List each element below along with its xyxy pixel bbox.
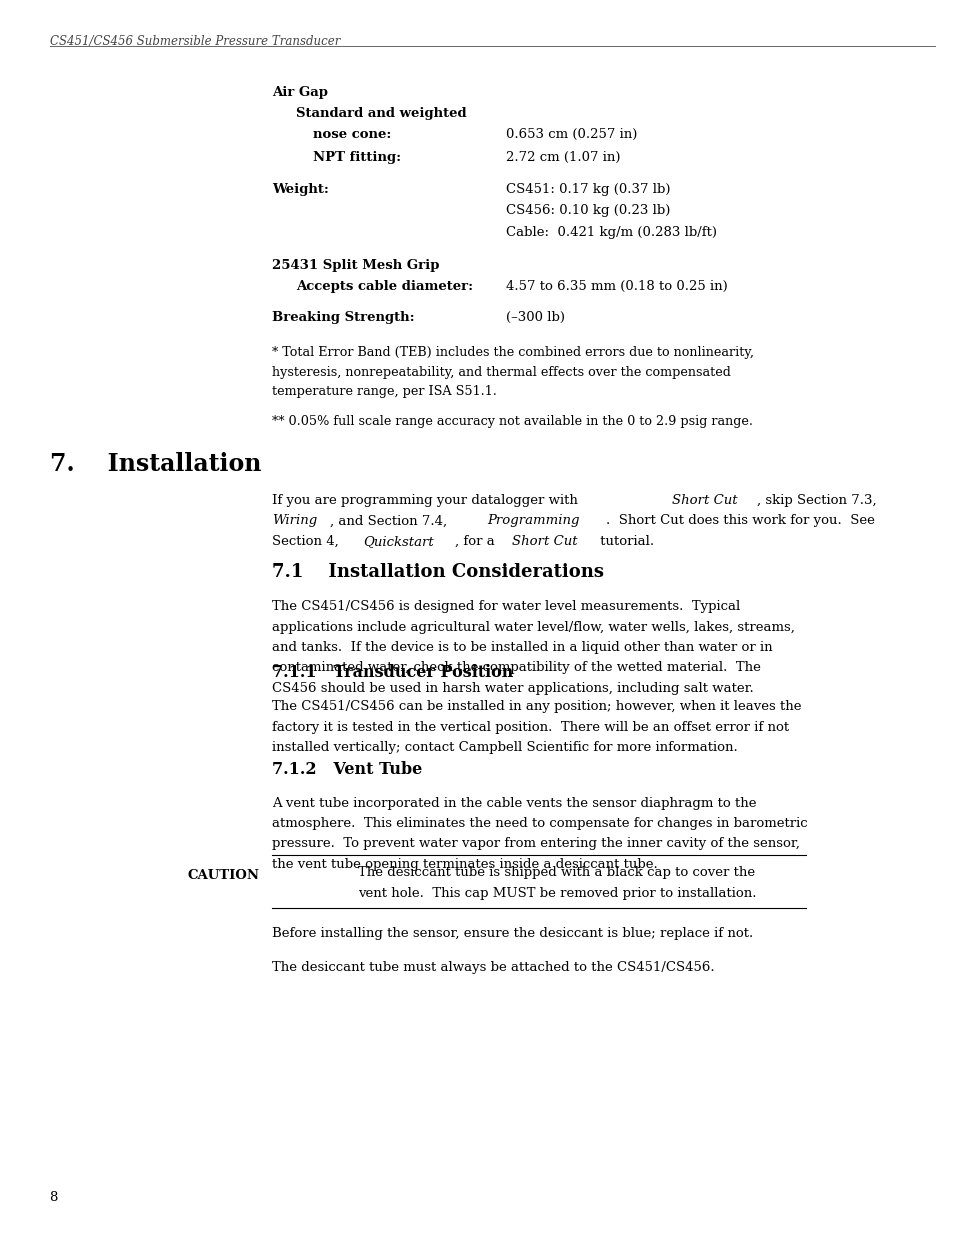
Text: the vent tube opening terminates inside a desiccant tube.: the vent tube opening terminates inside … xyxy=(272,857,657,871)
Text: The desiccant tube must always be attached to the CS451/CS456.: The desiccant tube must always be attach… xyxy=(272,961,714,974)
Text: Breaking Strength:: Breaking Strength: xyxy=(272,311,415,325)
Text: Weight:: Weight: xyxy=(272,183,329,196)
Text: 7.1    Installation Considerations: 7.1 Installation Considerations xyxy=(272,563,603,582)
Text: , skip Section 7.3,: , skip Section 7.3, xyxy=(756,494,876,508)
Text: tutorial.: tutorial. xyxy=(596,535,654,548)
Text: 2.72 cm (1.07 in): 2.72 cm (1.07 in) xyxy=(505,151,619,164)
Text: CS451/CS456 Submersible Pressure Transducer: CS451/CS456 Submersible Pressure Transdu… xyxy=(50,35,339,48)
Text: The CS451/CS456 is designed for water level measurements.  Typical: The CS451/CS456 is designed for water le… xyxy=(272,600,740,614)
Text: applications include agricultural water level/flow, water wells, lakes, streams,: applications include agricultural water … xyxy=(272,620,794,634)
Text: ** 0.05% full scale range accuracy not available in the 0 to 2.9 psig range.: ** 0.05% full scale range accuracy not a… xyxy=(272,415,752,429)
Text: Short Cut: Short Cut xyxy=(671,494,737,508)
Text: pressure.  To prevent water vapor from entering the inner cavity of the sensor,: pressure. To prevent water vapor from en… xyxy=(272,837,799,851)
Text: 7.    Installation: 7. Installation xyxy=(50,452,261,475)
Text: factory it is tested in the vertical position.  There will be an offset error if: factory it is tested in the vertical pos… xyxy=(272,721,788,734)
Text: CS451: 0.17 kg (0.37 lb): CS451: 0.17 kg (0.37 lb) xyxy=(505,183,669,196)
Text: , and Section 7.4,: , and Section 7.4, xyxy=(330,514,451,527)
Text: and tanks.  If the device is to be installed in a liquid other than water or in: and tanks. If the device is to be instal… xyxy=(272,641,772,655)
Text: Short Cut: Short Cut xyxy=(511,535,577,548)
Text: CS456: 0.10 kg (0.23 lb): CS456: 0.10 kg (0.23 lb) xyxy=(505,204,669,217)
Text: contaminated water, check the compatibility of the wetted material.  The: contaminated water, check the compatibil… xyxy=(272,662,760,674)
Text: CAUTION: CAUTION xyxy=(188,869,259,883)
Text: temperature range, per ISA S51.1.: temperature range, per ISA S51.1. xyxy=(272,385,497,399)
Text: (–300 lb): (–300 lb) xyxy=(505,311,564,325)
Text: 4.57 to 6.35 mm (0.18 to 0.25 in): 4.57 to 6.35 mm (0.18 to 0.25 in) xyxy=(505,280,726,294)
Text: vent hole.  This cap MUST be removed prior to installation.: vent hole. This cap MUST be removed prio… xyxy=(357,887,756,900)
Text: Wiring: Wiring xyxy=(272,514,316,527)
Text: 8: 8 xyxy=(50,1191,58,1204)
Text: The desiccant tube is shipped with a black cap to cover the: The desiccant tube is shipped with a bla… xyxy=(357,866,754,879)
Text: A vent tube incorporated in the cable vents the sensor diaphragm to the: A vent tube incorporated in the cable ve… xyxy=(272,797,756,810)
Text: 7.1.1   Transducer Position: 7.1.1 Transducer Position xyxy=(272,664,513,682)
Text: * Total Error Band (TEB) includes the combined errors due to nonlinearity,: * Total Error Band (TEB) includes the co… xyxy=(272,346,753,359)
Text: Air Gap: Air Gap xyxy=(272,86,328,100)
Text: installed vertically; contact Campbell Scientific for more information.: installed vertically; contact Campbell S… xyxy=(272,741,737,755)
Text: nose cone:: nose cone: xyxy=(313,128,391,142)
Text: Accepts cable diameter:: Accepts cable diameter: xyxy=(295,280,473,294)
Text: Quickstart: Quickstart xyxy=(363,535,434,548)
Text: Programming: Programming xyxy=(486,514,578,527)
Text: hysteresis, nonrepeatability, and thermal effects over the compensated: hysteresis, nonrepeatability, and therma… xyxy=(272,366,730,379)
Text: CS456 should be used in harsh water applications, including salt water.: CS456 should be used in harsh water appl… xyxy=(272,682,753,695)
Text: Section 4,: Section 4, xyxy=(272,535,342,548)
Text: Standard and weighted: Standard and weighted xyxy=(295,107,466,121)
Text: atmosphere.  This eliminates the need to compensate for changes in barometric: atmosphere. This eliminates the need to … xyxy=(272,818,806,830)
Text: Before installing the sensor, ensure the desiccant is blue; replace if not.: Before installing the sensor, ensure the… xyxy=(272,927,752,941)
Text: 7.1.2   Vent Tube: 7.1.2 Vent Tube xyxy=(272,761,421,778)
Text: , for a: , for a xyxy=(455,535,498,548)
Text: Cable:  0.421 kg/m (0.283 lb/ft): Cable: 0.421 kg/m (0.283 lb/ft) xyxy=(505,226,716,240)
Text: 0.653 cm (0.257 in): 0.653 cm (0.257 in) xyxy=(505,128,637,142)
Text: NPT fitting:: NPT fitting: xyxy=(313,151,400,164)
Text: If you are programming your datalogger with: If you are programming your datalogger w… xyxy=(272,494,581,508)
Text: 25431 Split Mesh Grip: 25431 Split Mesh Grip xyxy=(272,259,439,273)
Text: .  Short Cut does this work for you.  See: . Short Cut does this work for you. See xyxy=(605,514,874,527)
Text: The CS451/CS456 can be installed in any position; however, when it leaves the: The CS451/CS456 can be installed in any … xyxy=(272,700,801,714)
